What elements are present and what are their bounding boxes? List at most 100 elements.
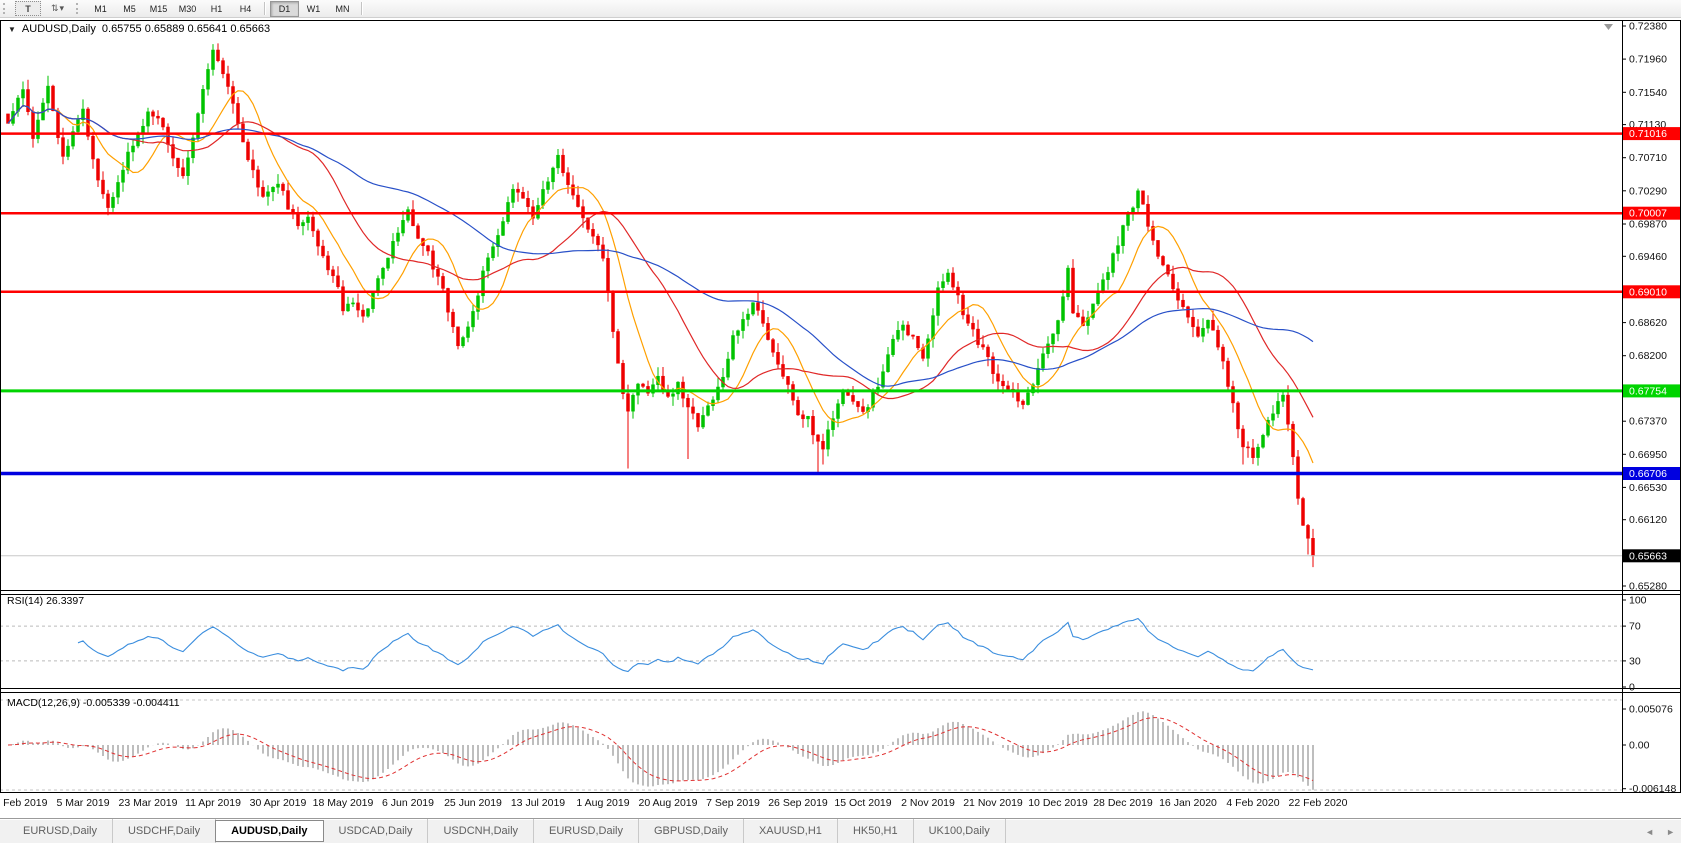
timeframe-button-h4[interactable]: H4 bbox=[239, 3, 252, 14]
symbol-tabs: EURUSD,Daily USDCHF,Daily AUDUSD,Daily USDC… bbox=[8, 819, 1006, 843]
macd-signal-line bbox=[7, 717, 1314, 782]
svg-text:0.69870: 0.69870 bbox=[1629, 219, 1667, 231]
svg-text:0.005076: 0.005076 bbox=[1629, 704, 1673, 716]
tab-scroll-right-icon[interactable]: ► bbox=[1666, 826, 1675, 837]
timeframe-button-d1[interactable]: D1 bbox=[270, 0, 299, 17]
svg-text:0.70710: 0.70710 bbox=[1629, 152, 1667, 164]
svg-text:0.69460: 0.69460 bbox=[1629, 251, 1667, 263]
timeframe-button-mn[interactable]: MN bbox=[335, 3, 350, 14]
svg-text:0.70290: 0.70290 bbox=[1629, 185, 1667, 197]
horizontal-level-lines[interactable] bbox=[0, 132, 1622, 476]
symbol-tab-usdcnh-daily[interactable]: USDCNH,Daily bbox=[428, 819, 535, 843]
svg-text:0.00: 0.00 bbox=[1629, 740, 1650, 752]
svg-text:4 Feb 2020: 4 Feb 2020 bbox=[1226, 797, 1279, 809]
toolbar-grip[interactable] bbox=[3, 3, 9, 14]
svg-text:0.66950: 0.66950 bbox=[1629, 449, 1667, 461]
svg-text:20 Aug 2019: 20 Aug 2019 bbox=[639, 797, 698, 809]
timeframe-button-m5[interactable]: M5 bbox=[123, 3, 136, 14]
svg-text:0.68200: 0.68200 bbox=[1629, 350, 1667, 362]
svg-text:100: 100 bbox=[1629, 595, 1647, 607]
rsi-indicator-label: RSI(14) 26.3397 bbox=[7, 595, 85, 607]
chart-canvas[interactable]: 0.723800.719600.715400.711300.707100.702… bbox=[0, 17, 1681, 818]
svg-text:0.69010: 0.69010 bbox=[1629, 286, 1667, 298]
price-badge-0.69010 bbox=[1623, 285, 1680, 299]
cursor-crosshair-dropdown-button[interactable]: ⇅▾ bbox=[50, 3, 66, 13]
symbol-tab-eurusd-daily[interactable]: EURUSD,Daily bbox=[8, 819, 113, 843]
svg-text:5 Mar 2019: 5 Mar 2019 bbox=[56, 797, 109, 809]
svg-text:30: 30 bbox=[1629, 655, 1641, 667]
svg-text:21 Nov 2019: 21 Nov 2019 bbox=[963, 797, 1023, 809]
tab-scroll-left-icon[interactable]: ◄ bbox=[1645, 826, 1655, 837]
macd-histogram bbox=[12, 711, 1314, 790]
svg-text:1 Aug 2019: 1 Aug 2019 bbox=[576, 797, 629, 809]
svg-text:28 Dec 2019: 28 Dec 2019 bbox=[1093, 797, 1153, 809]
timeframe-button-m30[interactable]: M30 bbox=[178, 3, 197, 14]
svg-text:70: 70 bbox=[1629, 621, 1641, 633]
candlestick-series bbox=[6, 43, 1315, 568]
panel-borders bbox=[0, 20, 1681, 793]
svg-text:26 Sep 2019: 26 Sep 2019 bbox=[768, 797, 828, 809]
price-badge-0.71016 bbox=[1623, 127, 1680, 141]
svg-text:18 May 2019: 18 May 2019 bbox=[313, 797, 374, 809]
indicator-axes: 100 70 30 0 0.005076 0.00 -0.006148 bbox=[1622, 595, 1676, 795]
svg-text:6 Jun 2019: 6 Jun 2019 bbox=[382, 797, 434, 809]
toolbar-separator bbox=[361, 2, 363, 15]
svg-text:2 Nov 2019: 2 Nov 2019 bbox=[901, 797, 955, 809]
timeframe-button-m15[interactable]: M15 bbox=[149, 3, 168, 14]
symbol-tabbar: EURUSD,Daily USDCHF,Daily AUDUSD,Daily USDC… bbox=[0, 818, 1681, 843]
timeframe-button-m1[interactable]: M1 bbox=[94, 3, 107, 14]
symbol-tab-usdchf-daily[interactable]: USDCHF,Daily bbox=[113, 819, 217, 843]
svg-text:0.70007: 0.70007 bbox=[1629, 208, 1667, 220]
price-badge-0.67754 bbox=[1623, 384, 1680, 398]
price-badge-0.70007 bbox=[1623, 206, 1680, 220]
symbol-tab-audusd-daily[interactable]: AUDUSD,Daily bbox=[215, 820, 324, 842]
rsi-line bbox=[77, 617, 1314, 673]
price-axis: 0.723800.719600.715400.711300.707100.702… bbox=[1622, 21, 1680, 593]
symbol-tab-gbpusd-daily[interactable]: GBPUSD,Daily bbox=[639, 819, 744, 843]
svg-text:23 Mar 2019: 23 Mar 2019 bbox=[119, 797, 178, 809]
svg-text:11 Apr 2019: 11 Apr 2019 bbox=[185, 797, 241, 809]
timeframe-button-group: M1 M5 M15 M30 H1 H4 D1 W1 MN bbox=[86, 0, 357, 17]
svg-text:0.66530: 0.66530 bbox=[1629, 482, 1667, 494]
svg-text:0: 0 bbox=[1629, 682, 1635, 694]
svg-text:0.65280: 0.65280 bbox=[1629, 581, 1667, 593]
symbol-tab-uk100-daily[interactable]: UK100,Daily bbox=[914, 819, 1006, 843]
svg-text:10 Dec 2019: 10 Dec 2019 bbox=[1028, 797, 1088, 809]
date-axis: 14 Feb 2019 5 Mar 2019 23 Mar 2019 11 Apr 2… bbox=[0, 797, 1348, 809]
svg-text:22 Feb 2020: 22 Feb 2020 bbox=[1289, 797, 1348, 809]
svg-text:15 Oct 2019: 15 Oct 2019 bbox=[834, 797, 891, 809]
symbol-tab-xauusd-h1[interactable]: XAUUSD,H1 bbox=[744, 819, 838, 843]
chart-symbol-label: AUDUSD,Daily bbox=[21, 23, 96, 35]
toolbar-separator bbox=[264, 2, 266, 15]
svg-text:25 Jun 2019: 25 Jun 2019 bbox=[444, 797, 502, 809]
svg-text:0.67754: 0.67754 bbox=[1629, 385, 1667, 397]
svg-text:14 Feb 2019: 14 Feb 2019 bbox=[0, 797, 48, 809]
price-badge-0.66706 bbox=[1623, 467, 1680, 480]
chart-shift-marker-icon[interactable] bbox=[1604, 24, 1613, 30]
timeframe-button-w1[interactable]: W1 bbox=[306, 3, 321, 14]
svg-text:0.65663: 0.65663 bbox=[1629, 550, 1667, 562]
svg-text:0.67370: 0.67370 bbox=[1629, 416, 1667, 428]
symbol-tab-usdcad-daily[interactable]: USDCAD,Daily bbox=[324, 819, 429, 843]
toolbar: T ⇅▾ M1 M5 M15 M30 H1 H4 D1 W1 MN bbox=[0, 0, 1681, 18]
svg-text:0.66706: 0.66706 bbox=[1629, 468, 1667, 480]
timeframe-button-h1[interactable]: H1 bbox=[210, 3, 223, 14]
symbol-tab-eurusd-daily[interactable]: EURUSD,Daily bbox=[534, 819, 639, 843]
text-tool-button[interactable]: T bbox=[15, 1, 41, 16]
price-badge-0.65663 bbox=[1623, 549, 1680, 563]
svg-text:0.71540: 0.71540 bbox=[1629, 87, 1667, 99]
svg-text:0.71016: 0.71016 bbox=[1629, 128, 1667, 140]
ma-25-line bbox=[7, 104, 1314, 418]
toolbar-grip-2[interactable] bbox=[76, 3, 82, 14]
svg-text:0.71960: 0.71960 bbox=[1629, 54, 1667, 66]
svg-text:16 Jan 2020: 16 Jan 2020 bbox=[1159, 797, 1217, 809]
macd-indicator-label: MACD(12,26,9) -0.005339 -0.004411 bbox=[7, 697, 180, 709]
chart-dropdown-icon[interactable]: ▼ bbox=[8, 24, 16, 34]
chart-title: ▼ AUDUSD,Daily 0.65755 0.65889 0.65641 0… bbox=[8, 23, 270, 35]
svg-text:0.68620: 0.68620 bbox=[1629, 317, 1667, 329]
symbol-tab-hk50-h1[interactable]: HK50,H1 bbox=[838, 819, 914, 843]
svg-text:-0.006148: -0.006148 bbox=[1629, 783, 1676, 795]
chart-ohlc-readout: 0.65755 0.65889 0.65641 0.65663 bbox=[101, 23, 271, 35]
ma-10-line bbox=[7, 90, 1314, 464]
